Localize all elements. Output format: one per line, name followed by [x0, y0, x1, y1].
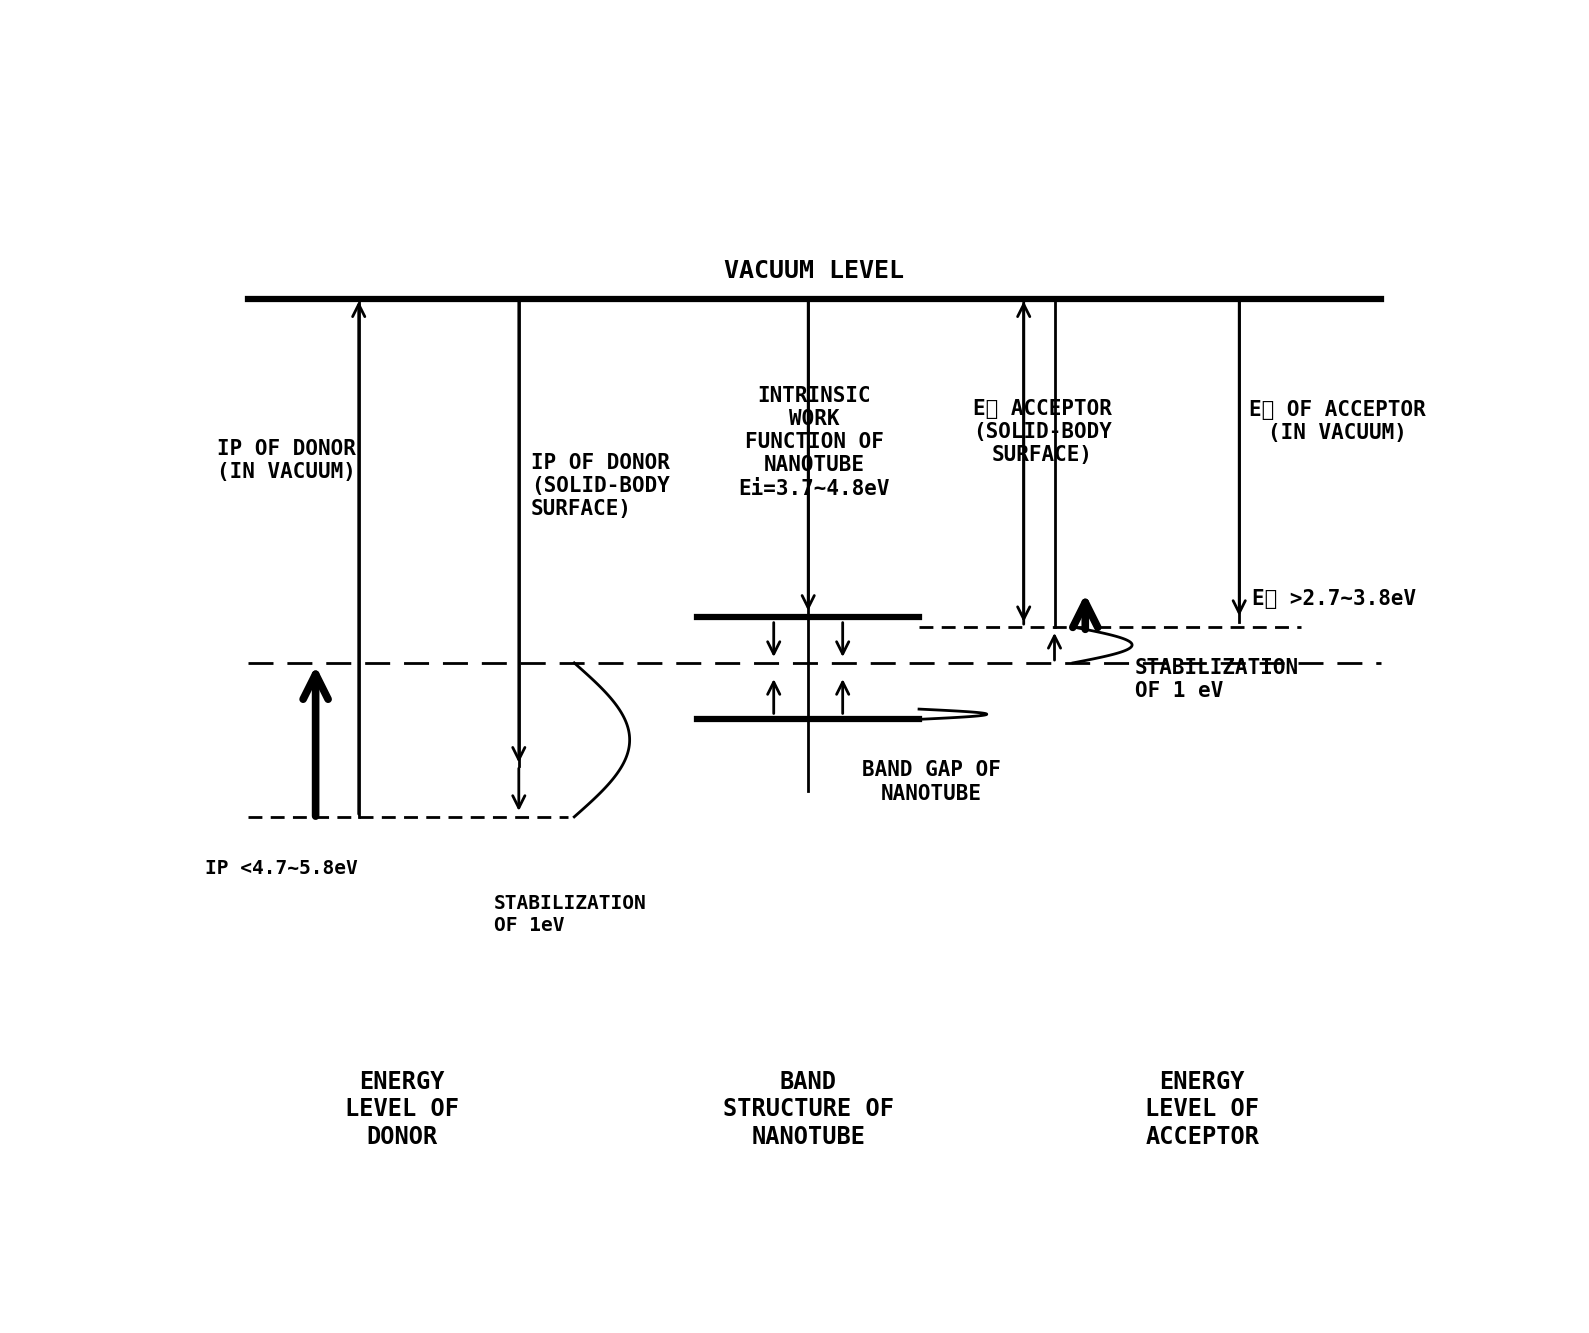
Text: STABILIZATION
OF 1 eV: STABILIZATION OF 1 eV — [1135, 657, 1298, 701]
Text: BAND
STRUCTURE OF
NANOTUBE: BAND STRUCTURE OF NANOTUBE — [723, 1069, 893, 1149]
Text: ENERGY
LEVEL OF
ACCEPTOR: ENERGY LEVEL OF ACCEPTOR — [1146, 1069, 1258, 1149]
Text: ENERGY
LEVEL OF
DONOR: ENERGY LEVEL OF DONOR — [345, 1069, 459, 1149]
Text: Eᴀ OF ACCEPTOR
(IN VACUUM): Eᴀ OF ACCEPTOR (IN VACUUM) — [1249, 400, 1425, 444]
Text: BAND GAP OF
NANOTUBE: BAND GAP OF NANOTUBE — [861, 760, 1001, 804]
Text: IP <4.7~5.8eV: IP <4.7~5.8eV — [205, 858, 358, 877]
Text: IP OF DONOR
(IN VACUUM): IP OF DONOR (IN VACUUM) — [218, 439, 356, 481]
Text: Eᴀ ACCEPTOR
(SOLID-BODY
SURFACE): Eᴀ ACCEPTOR (SOLID-BODY SURFACE) — [972, 399, 1112, 465]
Text: INTRINSIC
WORK
FUNCTION OF
NANOTUBE
Ei=3.7~4.8eV: INTRINSIC WORK FUNCTION OF NANOTUBE Ei=3… — [739, 385, 890, 499]
Text: Eᴀ >2.7~3.8eV: Eᴀ >2.7~3.8eV — [1252, 588, 1416, 608]
Text: VACUUM LEVEL: VACUUM LEVEL — [725, 259, 904, 283]
Text: IP OF DONOR
(SOLID-BODY
SURFACE): IP OF DONOR (SOLID-BODY SURFACE) — [531, 453, 671, 519]
Text: STABILIZATION
OF 1eV: STABILIZATION OF 1eV — [494, 894, 647, 934]
